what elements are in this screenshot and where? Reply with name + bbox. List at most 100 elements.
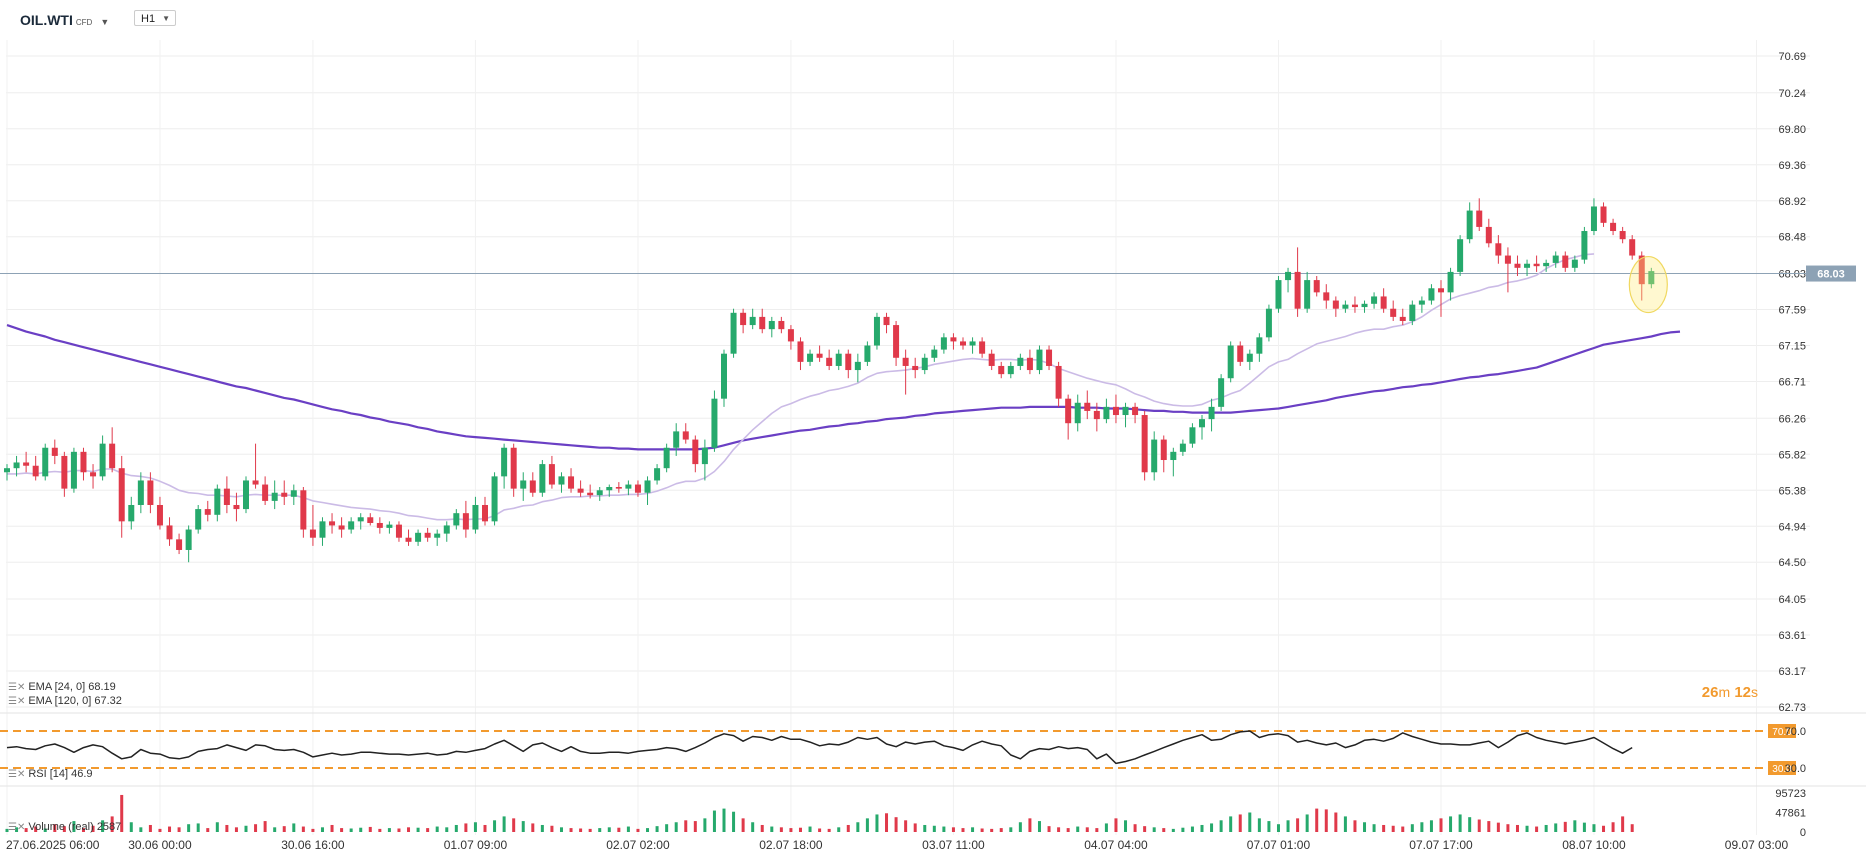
volume-bar xyxy=(320,827,324,832)
volume-bar xyxy=(1468,817,1472,832)
volume-bar xyxy=(1630,824,1634,832)
volume-bar xyxy=(1554,823,1558,832)
volume-bar xyxy=(617,827,621,832)
indicator-settings-icon[interactable]: ☰✕ xyxy=(8,682,26,693)
time-tick-label: 08.07 10:00 xyxy=(1562,838,1626,852)
candle-body xyxy=(1189,427,1196,444)
volume-bar xyxy=(1276,824,1280,832)
rsi-line xyxy=(6,730,1633,765)
candle-body xyxy=(673,431,680,448)
volume-bar xyxy=(254,824,258,832)
volume-bar xyxy=(311,828,315,832)
volume-bar xyxy=(1391,825,1395,832)
candle-body xyxy=(1017,357,1024,366)
countdown-seconds: 12 xyxy=(1734,684,1751,701)
volume-bar xyxy=(904,820,908,832)
candle-body xyxy=(147,480,154,505)
timeframe-select[interactable]: H1 ▼ xyxy=(134,10,176,26)
indicator-settings-icon[interactable]: ☰✕ xyxy=(8,769,26,780)
volume-bar xyxy=(971,827,975,832)
indicator-settings-icon[interactable]: ☰✕ xyxy=(8,822,26,833)
candle-body xyxy=(663,447,670,469)
volume-bar xyxy=(1181,827,1185,832)
time-tick-label: 30.06 00:00 xyxy=(128,838,192,852)
volume-label-text: Volume (real) 2587 xyxy=(28,821,122,833)
price-tick-label: 63.17 xyxy=(1778,666,1806,678)
candle-body xyxy=(233,504,240,510)
symbol-selector[interactable]: OIL.WTI CFD ▼ xyxy=(20,12,109,28)
time-tick-label: 27.06.2025 06:00 xyxy=(6,838,100,852)
volume-bar xyxy=(1353,820,1357,832)
candle-body xyxy=(883,316,890,326)
candle-body xyxy=(262,484,269,501)
rsi-level-tag xyxy=(1768,761,1796,775)
volume-bar xyxy=(1085,827,1089,832)
toolbar: OIL.WTI CFD ▼ H1 ▼ xyxy=(0,0,1866,36)
rsi-label[interactable]: ☰✕ RSI [14] 46.9 xyxy=(8,768,93,780)
volume-bar xyxy=(340,828,344,832)
volume-bar xyxy=(129,822,133,832)
candle-body xyxy=(950,337,957,342)
indicator-settings-icon[interactable]: ☰✕ xyxy=(8,696,26,707)
candle-body xyxy=(453,513,460,526)
time-tick-label: 04.07 04:00 xyxy=(1084,838,1148,852)
price-tick-label: 68.03 xyxy=(1778,269,1806,281)
candle-body xyxy=(1199,419,1205,428)
candle-body xyxy=(1571,259,1578,268)
volume-bar xyxy=(81,828,85,832)
candle-body xyxy=(548,464,555,485)
candle-body xyxy=(1552,255,1559,263)
price-tick-label: 68.92 xyxy=(1778,196,1806,208)
volume-bar xyxy=(1621,816,1625,832)
volume-bar xyxy=(43,828,47,832)
volume-bar xyxy=(1305,814,1309,832)
volume-bar xyxy=(234,827,238,832)
volume-label[interactable]: ☰✕ Volume (real) 2587 xyxy=(8,821,121,833)
volume-bar xyxy=(1133,824,1137,832)
candle-body xyxy=(434,533,441,538)
price-tick-label: 67.15 xyxy=(1778,341,1806,353)
candle-body xyxy=(759,316,766,330)
volume-bar xyxy=(1229,816,1233,832)
ema24-line xyxy=(7,253,1595,521)
candle-body xyxy=(309,529,316,538)
volume-bar xyxy=(1296,818,1300,832)
volume-bar xyxy=(24,828,28,832)
volume-bar xyxy=(722,808,726,832)
candle-body xyxy=(1151,439,1158,473)
candle-body xyxy=(367,517,374,523)
candle-body xyxy=(137,480,144,505)
candle-body xyxy=(1170,451,1177,461)
candle-body xyxy=(118,468,125,522)
candle-body xyxy=(634,484,641,493)
candle-body xyxy=(1600,206,1607,223)
candle-body xyxy=(405,537,412,542)
candle-body xyxy=(204,509,211,515)
volume-bar xyxy=(1496,822,1500,832)
candle-body xyxy=(1007,365,1014,375)
candle-body xyxy=(1218,378,1225,407)
candle-body xyxy=(300,490,307,530)
volume-bar xyxy=(34,826,38,832)
volume-bar xyxy=(1219,820,1223,832)
candle-body xyxy=(1418,300,1425,305)
volume-bar xyxy=(62,826,66,832)
volume-bar xyxy=(301,826,305,832)
ema120-label[interactable]: ☰✕ EMA [120, 0] 67.32 xyxy=(8,695,122,707)
current-price-tag-text: 68.03 xyxy=(1817,269,1845,281)
volume-tick-label: 47861 xyxy=(1775,808,1806,820)
volume-bar xyxy=(540,824,544,832)
volume-bar xyxy=(1210,823,1214,832)
volume-bar xyxy=(521,821,525,832)
ema24-label[interactable]: ☰✕ EMA [24, 0] 68.19 xyxy=(8,681,116,693)
candle-body xyxy=(482,504,488,522)
volume-bar xyxy=(1047,826,1051,832)
volume-bar xyxy=(493,820,497,832)
volume-bar xyxy=(1458,814,1462,832)
volume-bar xyxy=(1315,808,1319,832)
candle-body xyxy=(520,480,527,489)
candle-body xyxy=(1179,443,1186,452)
volume-bar xyxy=(875,814,879,832)
volume-bar xyxy=(1592,824,1596,832)
